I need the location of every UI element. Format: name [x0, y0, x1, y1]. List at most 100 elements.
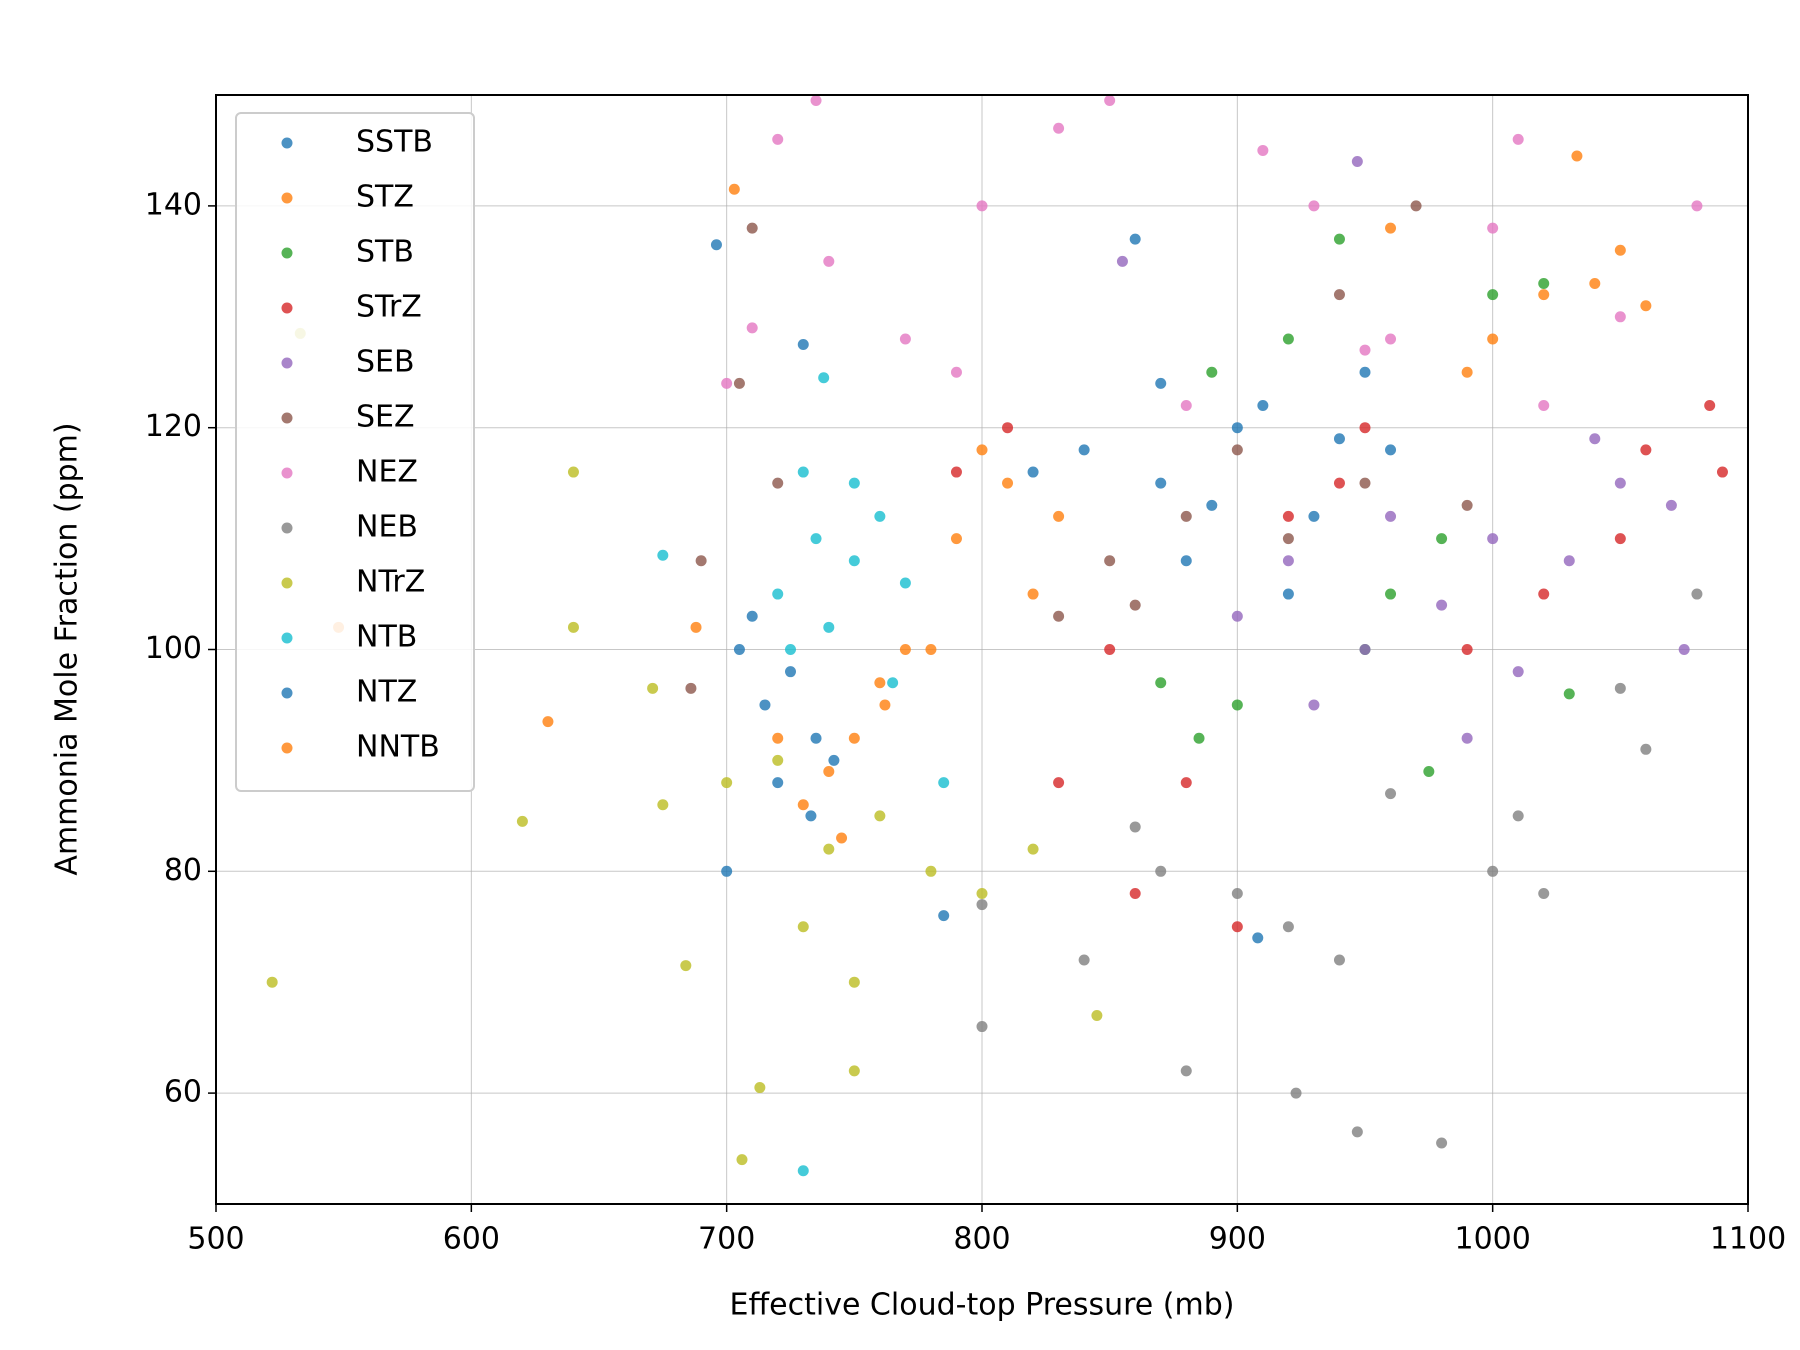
point: [542, 716, 554, 728]
point: [1640, 743, 1652, 755]
legend-marker: [281, 302, 293, 314]
point: [874, 810, 886, 822]
point: [950, 466, 962, 478]
point: [797, 921, 809, 933]
point: [1436, 1137, 1448, 1149]
point: [1129, 887, 1141, 899]
point: [721, 777, 733, 789]
point: [1231, 610, 1243, 622]
point: [805, 810, 817, 822]
point: [848, 555, 860, 567]
point: [721, 865, 733, 877]
point: [1563, 555, 1575, 567]
legend-label: STB: [356, 235, 414, 270]
point: [728, 183, 740, 195]
point: [746, 322, 758, 334]
x-tick-label: 700: [698, 1222, 755, 1257]
point: [1053, 777, 1065, 789]
point: [1231, 699, 1243, 711]
point: [1282, 555, 1294, 567]
point: [1716, 466, 1728, 478]
point: [797, 799, 809, 811]
point: [1614, 244, 1626, 256]
point: [899, 644, 911, 655]
x-tick-label: 600: [443, 1222, 500, 1257]
point: [1359, 422, 1371, 434]
legend-marker: [281, 522, 293, 534]
point: [976, 444, 988, 456]
point: [1385, 333, 1397, 345]
point: [785, 644, 796, 655]
point: [1512, 133, 1524, 145]
point: [1180, 400, 1192, 412]
y-tick-label: 120: [145, 409, 202, 444]
point: [1129, 599, 1141, 611]
point: [818, 372, 830, 384]
y-axis-label: Ammonia Mole Fraction (ppm): [50, 422, 85, 875]
point: [1487, 222, 1499, 234]
point: [1351, 1126, 1363, 1138]
legend-marker: [281, 742, 293, 754]
point: [657, 549, 669, 561]
point: [836, 832, 848, 844]
point: [1078, 444, 1090, 456]
point: [1231, 921, 1243, 933]
point: [848, 1065, 860, 1077]
point: [1461, 499, 1473, 511]
point: [1538, 400, 1550, 412]
point: [950, 366, 962, 378]
point: [1461, 732, 1473, 744]
y-tick-label: 140: [145, 187, 202, 222]
point: [874, 677, 886, 689]
point: [772, 477, 784, 489]
point: [1091, 1009, 1103, 1021]
point: [1704, 400, 1716, 412]
point: [785, 666, 796, 678]
point: [976, 200, 988, 212]
point: [772, 588, 784, 600]
point: [647, 682, 659, 694]
point: [1538, 278, 1550, 290]
point: [1206, 499, 1218, 511]
point: [1640, 300, 1652, 312]
y-tick-label: 80: [164, 853, 202, 888]
point: [746, 222, 758, 234]
point: [1282, 588, 1294, 600]
point: [1359, 477, 1371, 489]
point: [810, 533, 822, 545]
point: [1614, 533, 1626, 545]
point: [823, 255, 835, 267]
x-tick-label: 1000: [1454, 1222, 1530, 1257]
point: [1252, 932, 1264, 944]
point: [1436, 533, 1448, 545]
point: [710, 239, 722, 251]
x-axis-label: Effective Cloud-top Pressure (mb): [730, 1288, 1235, 1323]
point: [1461, 644, 1473, 655]
point: [874, 510, 886, 522]
legend-label: NEB: [356, 510, 418, 545]
point: [1104, 95, 1116, 107]
point: [1385, 788, 1397, 800]
legend-box: [235, 112, 475, 792]
legend-label: STZ: [356, 180, 414, 215]
point: [938, 777, 950, 789]
point: [1180, 510, 1192, 522]
legend-marker: [281, 467, 293, 479]
point: [1359, 644, 1371, 655]
point: [1155, 377, 1167, 389]
legend-marker: [281, 412, 293, 424]
plot-frame: [215, 94, 1749, 1205]
point: [848, 732, 860, 744]
point: [810, 732, 822, 744]
point: [1385, 588, 1397, 600]
legend-marker: [281, 687, 293, 699]
point: [1053, 610, 1065, 622]
point: [1027, 466, 1039, 478]
point: [797, 339, 809, 351]
legend-marker: [281, 357, 293, 369]
point: [1571, 150, 1583, 162]
point: [1231, 422, 1243, 434]
point: [1614, 477, 1626, 489]
point: [848, 976, 860, 988]
